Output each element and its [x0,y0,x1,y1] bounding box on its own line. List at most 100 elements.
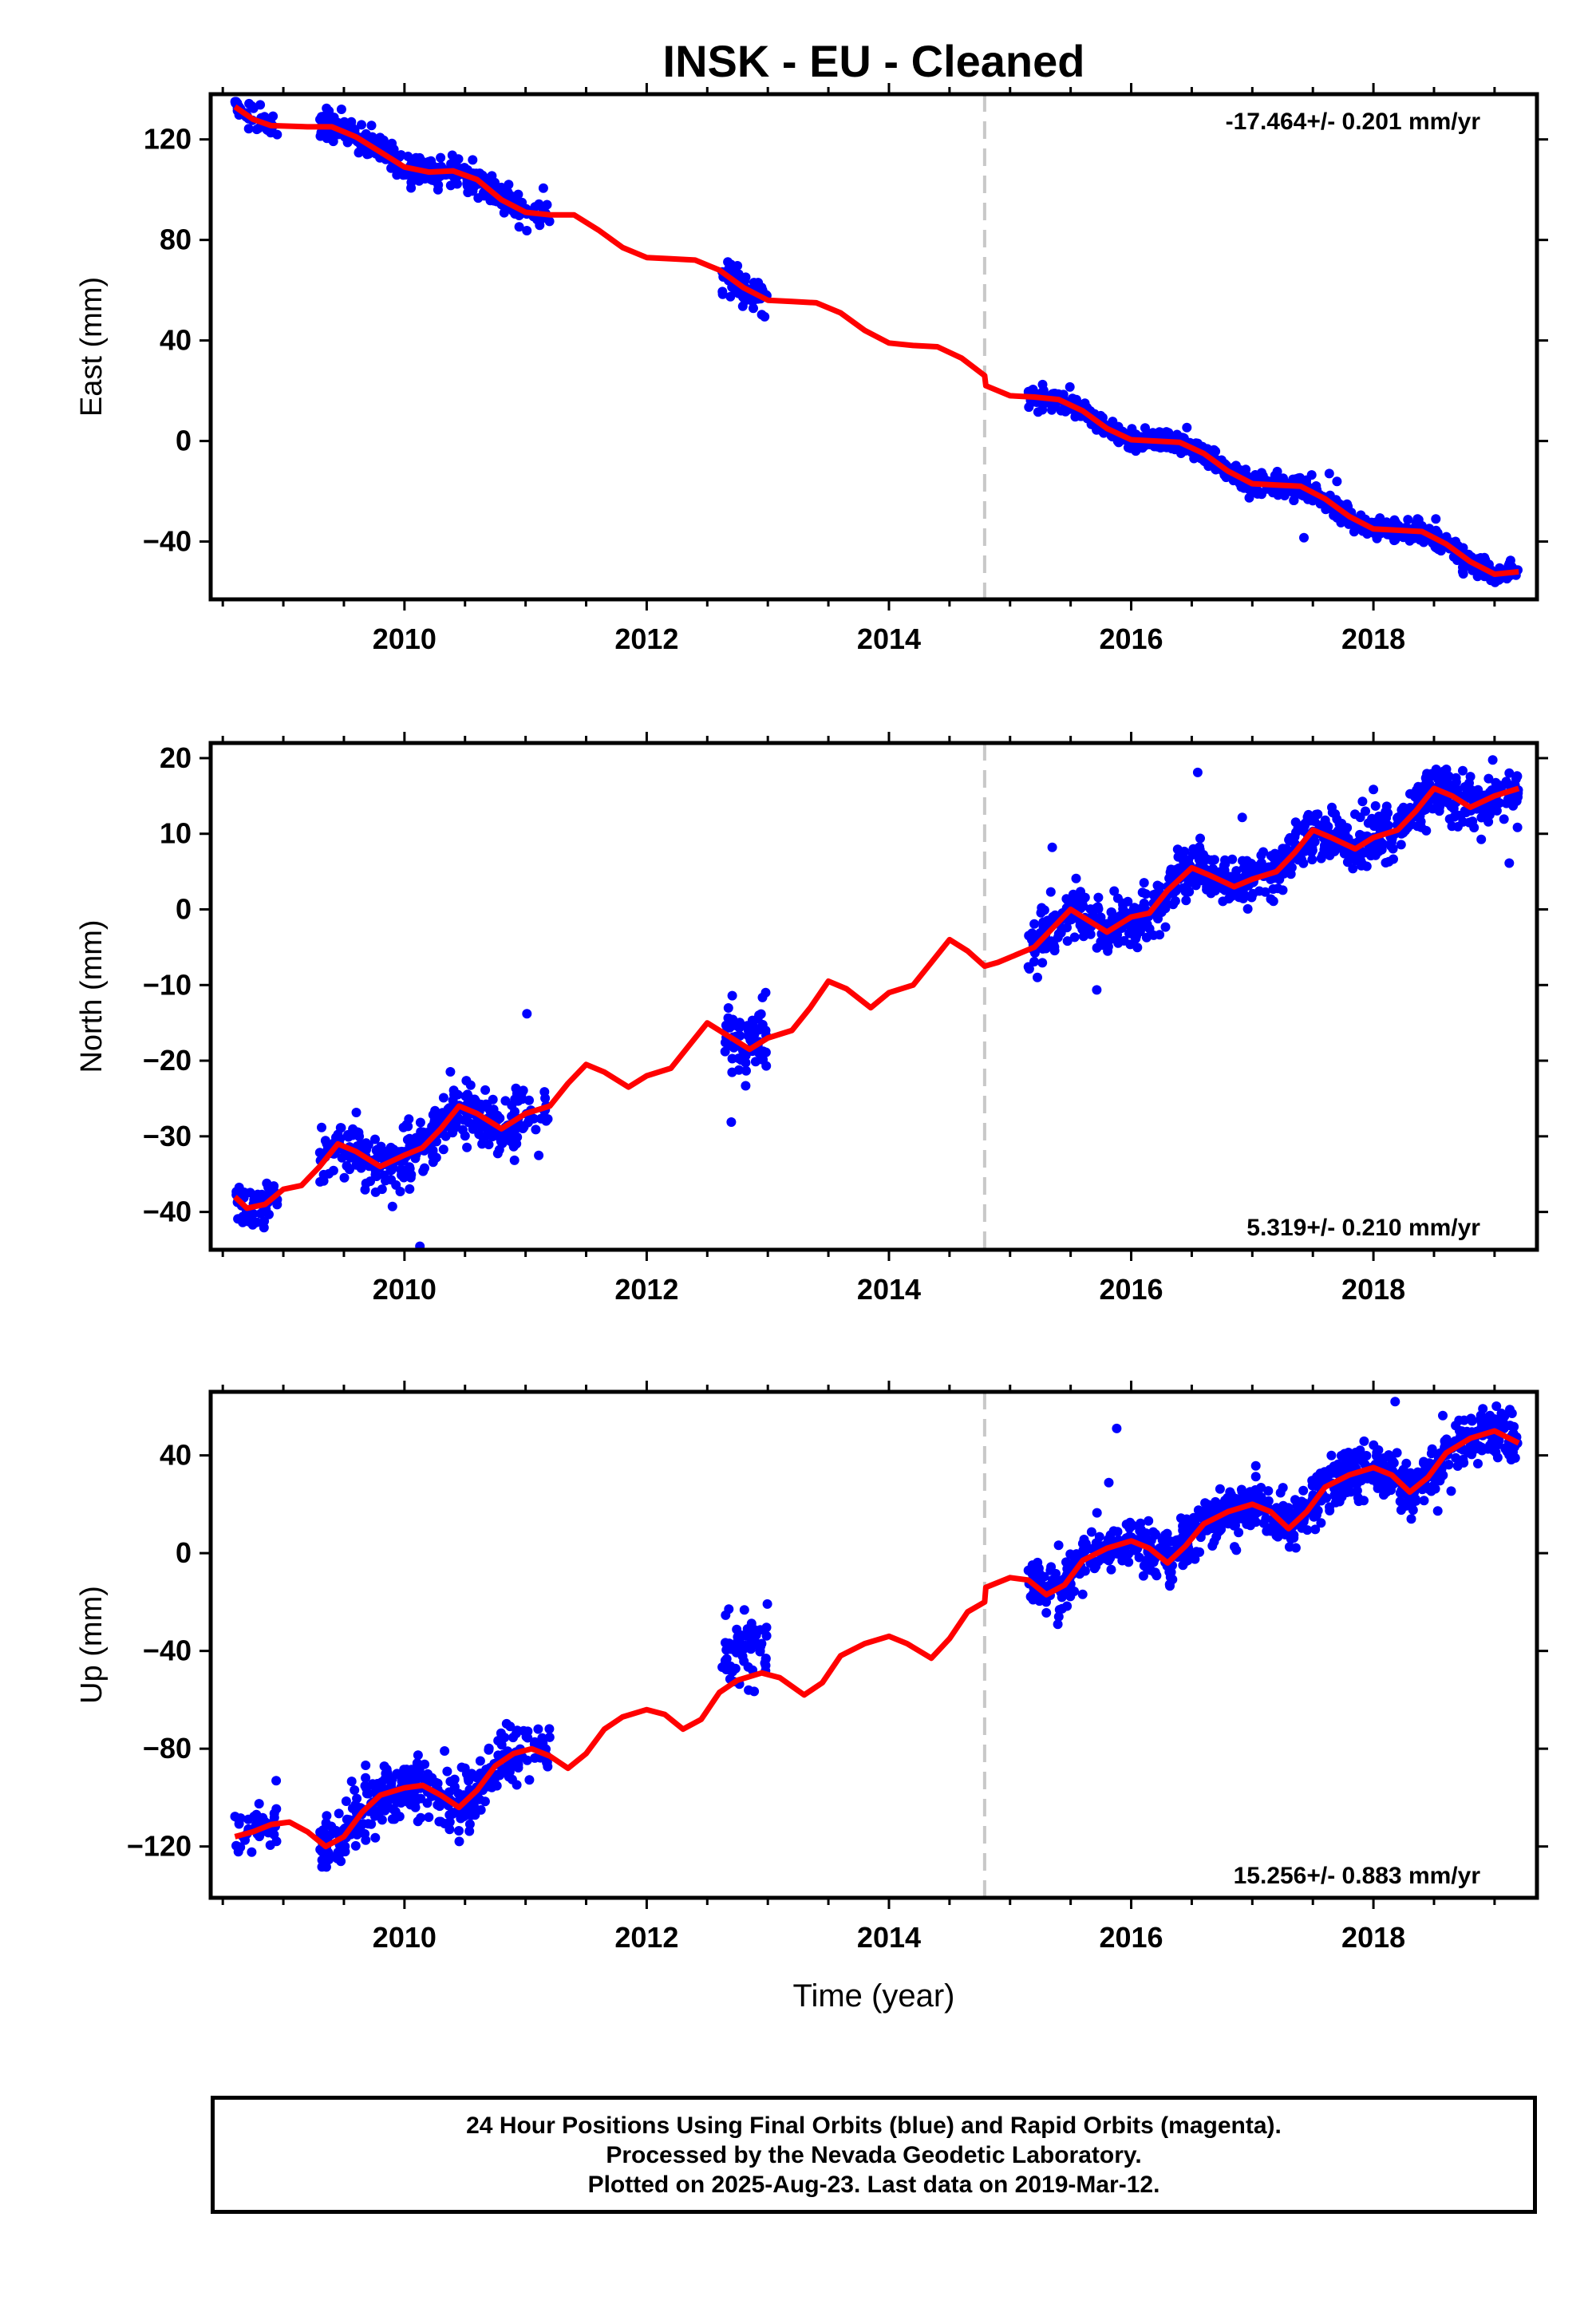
observation-point [1234,1528,1244,1538]
observation-point [1479,811,1489,821]
observation-point [247,101,257,111]
observation-point [318,1176,329,1186]
observation-point [269,1181,279,1192]
observation-point [1355,851,1365,861]
observation-point [1250,1460,1261,1471]
y-axis-label: Up (mm) [75,1586,109,1704]
chart-title: INSK - EU - Cleaned [663,36,1085,86]
observation-point [480,1085,491,1095]
observation-point [1491,1401,1502,1411]
observation-point [1314,1477,1324,1488]
observation-point [1131,934,1141,944]
observation-point [1285,832,1295,843]
observation-point [1504,858,1515,868]
observation-point [1342,823,1353,833]
observation-point [448,1128,458,1138]
observation-point [1136,1518,1146,1528]
observation-point [494,1144,504,1155]
observation-point [1033,1563,1044,1574]
observation-point [744,1685,754,1695]
observation-point [1199,1510,1210,1520]
observation-point [1446,1486,1456,1496]
observation-point [1104,1534,1113,1544]
observation-point [1325,1502,1334,1512]
observation-point [1156,428,1166,437]
observation-point [1073,899,1084,910]
observation-point [1093,892,1104,903]
observation-point [339,1172,350,1183]
observation-point [1302,475,1312,485]
observation-point [342,1814,352,1824]
observation-point [514,222,524,232]
observation-point [717,287,728,297]
observation-point [405,1133,415,1144]
observation-point [725,1022,735,1033]
observation-point [1399,1468,1409,1478]
observation-point [1436,546,1446,556]
x-axis-label: Time (year) [793,1978,955,2014]
observation-point [508,1761,518,1771]
observation-point [487,171,497,181]
observation-point [1263,1486,1274,1496]
x-tick-label: 2012 [614,1921,678,1954]
observation-point [258,1816,268,1827]
observation-point [433,184,443,195]
observation-point [405,1184,415,1194]
observation-point [1417,785,1428,795]
x-tick-label: 2016 [1099,622,1163,655]
observation-point [1037,958,1048,968]
observation-point [444,1810,455,1820]
footer-line-2: Processed by the Nevada Geodetic Laborat… [606,2141,1142,2168]
observation-point [1094,1531,1104,1542]
y-tick-label: 40 [160,324,192,357]
observation-point [328,1165,338,1176]
observation-point [1227,854,1238,864]
observation-point [1460,792,1470,801]
observation-point [389,144,399,155]
observation-point [1473,1459,1483,1468]
observation-point [1292,1507,1302,1517]
observation-point [760,987,771,998]
observation-point [1137,887,1148,898]
observation-point [758,1049,768,1059]
observation-point [1385,1460,1396,1471]
observation-point [445,1067,456,1077]
observation-point [435,1801,444,1812]
observation-point [732,1624,742,1634]
observation-point [512,1139,522,1149]
observation-point [1099,1553,1109,1563]
observation-point [357,120,366,130]
observation-point [1372,1451,1381,1461]
y-axis-label: North (mm) [75,919,109,1073]
y-tick-label: 80 [160,223,192,256]
observation-point [1215,1484,1225,1494]
observation-point [1045,887,1056,897]
observation-point [1432,1506,1443,1516]
observation-point [535,220,545,231]
observation-point [448,1095,458,1105]
x-tick-label: 2010 [373,1921,437,1954]
observation-point [341,1796,351,1806]
observation-point [461,1076,472,1086]
observation-point [1220,855,1230,865]
observation-point [743,1662,753,1672]
observation-point [1077,1589,1088,1599]
observation-point [1112,1527,1123,1537]
observation-point [255,100,266,110]
observation-point [1325,850,1335,860]
observation-point [1084,928,1094,939]
observation-point [544,216,555,227]
observation-point [361,1788,372,1799]
observation-point [1506,1455,1516,1464]
observation-point [1369,816,1380,827]
observation-point [1302,1525,1313,1535]
observation-point [1218,896,1228,907]
observation-point [1092,943,1102,953]
observation-point [480,1796,490,1807]
observation-point [756,1009,766,1019]
observation-point [1320,815,1330,825]
observation-point [1432,774,1443,784]
observation-point [1473,570,1483,579]
observation-point [350,1840,361,1851]
